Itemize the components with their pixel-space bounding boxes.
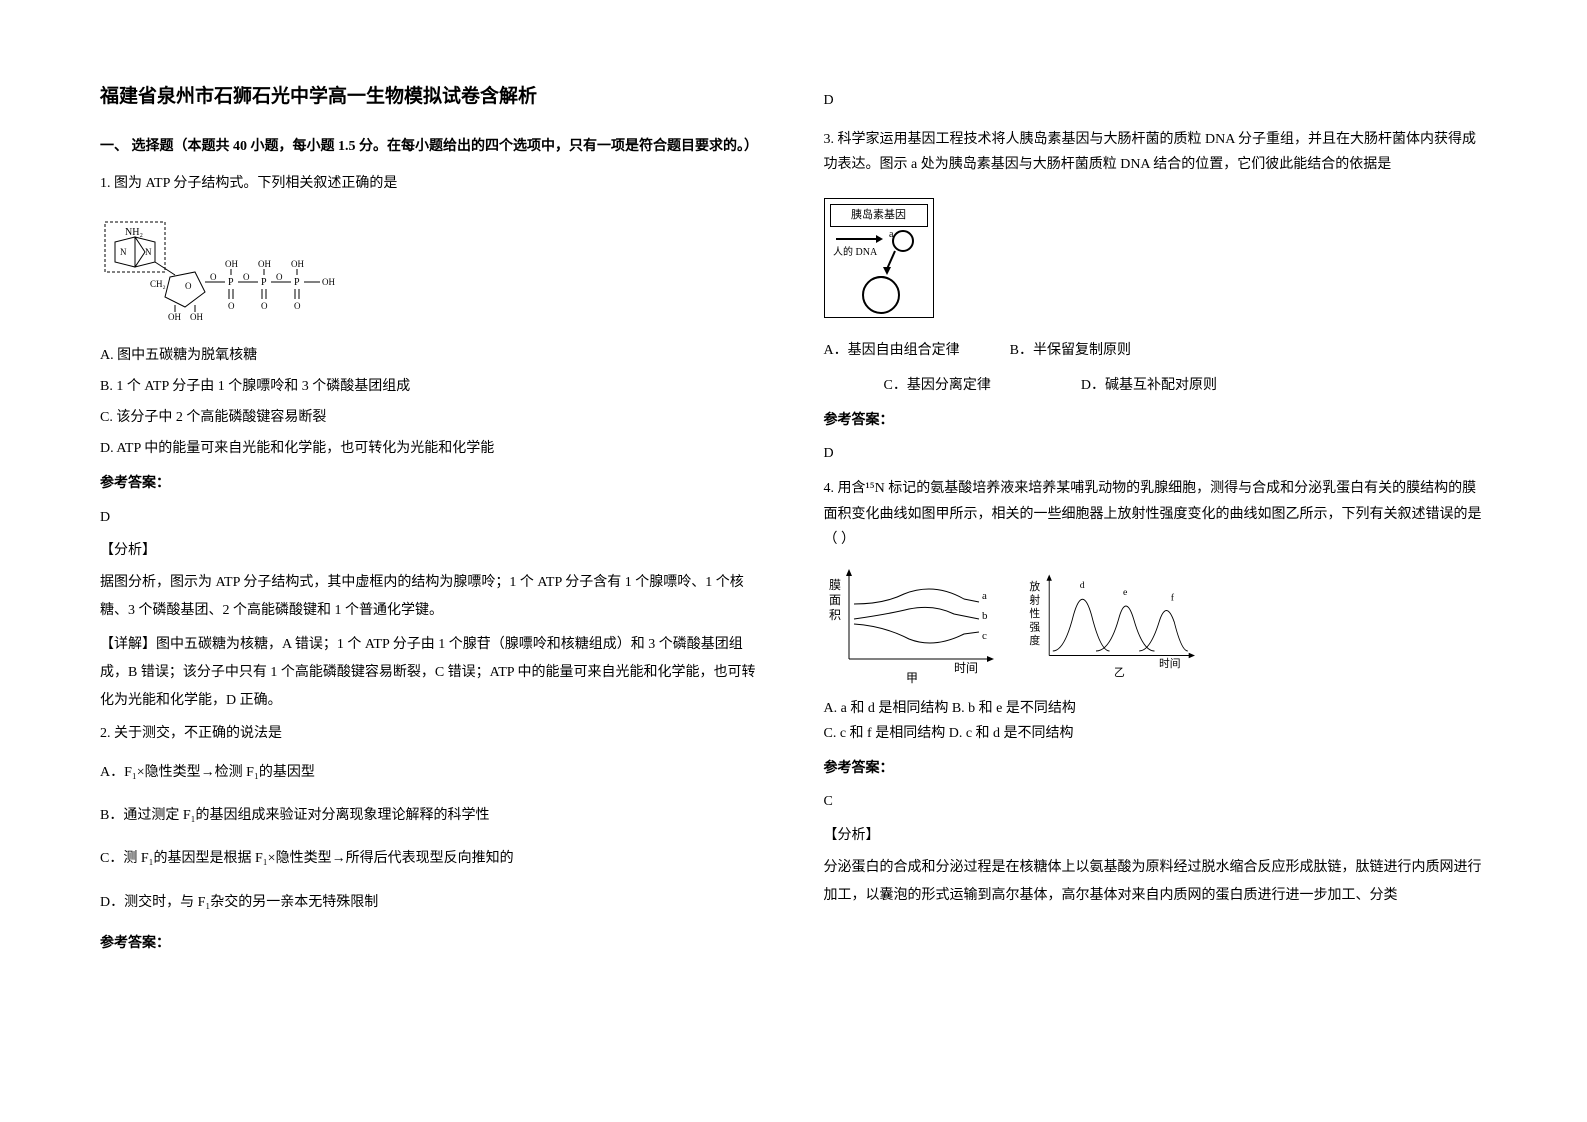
plasmid-label-2-svg: 人的 DNA — [833, 245, 878, 258]
q3-num: 3. — [824, 132, 838, 147]
q3-options-row2: C．基因分离定律 D．碱基互补配对原则 — [884, 373, 1488, 398]
question-2: 2. 关于测交，不正确的说法是 — [100, 721, 764, 746]
plasmid-label-1: 胰岛素基因 — [830, 204, 928, 228]
svg-text:O: O — [276, 272, 283, 282]
left-column: 福建省泉州市石狮石光中学高一生物模拟试卷含解析 一、 选择题（本题共 40 小题… — [100, 80, 764, 1082]
svg-text:NH₂: NH₂ — [125, 227, 143, 238]
svg-text:c: c — [982, 630, 987, 642]
q2-answer-label: 参考答案： — [100, 931, 764, 956]
svg-text:OH: OH — [168, 312, 181, 322]
q2-num: 2. — [100, 726, 114, 741]
q4-analysis-1: 分泌蛋白的合成和分泌过程是在核糖体上以氨基酸为原料经过脱水缩合反应形成肽链，肽链… — [824, 854, 1488, 910]
q3-option-b: B．半保留复制原则 — [1010, 338, 1131, 363]
q2-text: 关于测交，不正确的说法是 — [114, 726, 282, 741]
q4-option-b: B. b 和 e 是不同结构 — [952, 701, 1076, 716]
atp-structure-figure: NH₂ N N CH₂ O OH OH O P OH O — [100, 217, 360, 327]
svg-text:P: P — [294, 277, 300, 288]
q1-answer: D — [100, 505, 764, 530]
q3-option-c: C．基因分离定律 — [884, 373, 991, 398]
svg-text:d: d — [1079, 580, 1084, 591]
svg-text:OH: OH — [190, 312, 203, 322]
q3-option-a: A．基因自由组合定律 — [824, 338, 960, 363]
svg-text:a: a — [982, 590, 987, 602]
section-1-heading: 一、 选择题（本题共 40 小题，每小题 1.5 分。在每小题给出的四个选项中，… — [100, 134, 764, 159]
svg-text:O: O — [210, 272, 217, 282]
svg-text:e: e — [1123, 587, 1128, 598]
svg-text:时间: 时间 — [954, 661, 978, 675]
svg-text:O: O — [261, 301, 268, 311]
svg-text:射: 射 — [1029, 593, 1040, 606]
q1-option-b: B. 1 个 ATP 分子由 1 个腺嘌呤和 3 个磷酸基团组成 — [100, 374, 764, 399]
q1-option-a: A. 图中五碳糖为脱氧核糖 — [100, 343, 764, 368]
q4-options-row2: C. c 和 f 是相同结构 D. c 和 d 是不同结构 — [824, 721, 1488, 746]
svg-text:O: O — [294, 301, 301, 311]
q4-option-d: D. c 和 d 是不同结构 — [949, 726, 1074, 741]
q4-text: 用含¹⁵N 标记的氨基酸培养液来培养某哺乳动物的乳腺细胞，测得与合成和分泌乳蛋白… — [824, 481, 1482, 546]
svg-text:OH: OH — [322, 277, 335, 287]
q4-analysis-label: 【分析】 — [824, 823, 1488, 848]
chart-yi: 放 射 性 强 度 d e f 时间 乙 — [1024, 564, 1204, 684]
svg-text:度: 度 — [1029, 634, 1040, 647]
page-title: 福建省泉州市石狮石光中学高一生物模拟试卷含解析 — [100, 80, 764, 114]
svg-text:OH: OH — [291, 259, 304, 269]
q1-analysis-1: 据图分析，图示为 ATP 分子结构式，其中虚框内的结构为腺嘌呤；1 个 ATP … — [100, 569, 764, 625]
q2-option-a: A．F₁×隐性类型→检测 F₁的基因型 — [100, 760, 764, 785]
right-column: D 3. 科学家运用基因工程技术将人胰岛素基因与大肠杆菌的质粒 DNA 分子重组… — [824, 80, 1488, 1082]
svg-text:面: 面 — [829, 593, 841, 607]
svg-text:O: O — [228, 301, 235, 311]
q4-answer: C — [824, 789, 1488, 814]
q1-analysis-2: 【详解】图中五碳糖为核糖，A 错误；1 个 ATP 分子由 1 个腺苷（腺嘌呤和… — [100, 631, 764, 715]
q1-text: 图为 ATP 分子结构式。下列相关叙述正确的是 — [114, 176, 397, 191]
question-3: 3. 科学家运用基因工程技术将人胰岛素基因与大肠杆菌的质粒 DNA 分子重组，并… — [824, 127, 1488, 177]
q3-text: 科学家运用基因工程技术将人胰岛素基因与大肠杆菌的质粒 DNA 分子重组，并且在大… — [824, 132, 1477, 172]
q1-analysis-label: 【分析】 — [100, 538, 764, 563]
q3-answer: D — [824, 441, 1488, 466]
svg-text:强: 强 — [1029, 621, 1040, 633]
q2-option-d: D．测交时，与 F₁杂交的另一亲本无特殊限制 — [100, 890, 764, 915]
svg-text:乙: 乙 — [1114, 667, 1125, 679]
svg-text:f: f — [1170, 592, 1174, 603]
svg-text:积: 积 — [829, 608, 841, 622]
q2-answer: D — [824, 88, 1488, 113]
q4-options-row1: A. a 和 d 是相同结构 B. b 和 e 是不同结构 — [824, 696, 1488, 721]
question-4: 4. 用含¹⁵N 标记的氨基酸培养液来培养某哺乳动物的乳腺细胞，测得与合成和分泌… — [824, 476, 1488, 552]
chart-jia: 膜 面 积 a b c 时间 甲 — [824, 564, 1004, 684]
q4-answer-label: 参考答案： — [824, 756, 1488, 781]
q4-charts: 膜 面 积 a b c 时间 甲 放 射 性 强 度 — [824, 564, 1488, 684]
q1-option-c: C. 该分子中 2 个高能磷酸键容易断裂 — [100, 405, 764, 430]
plasmid-figure: 胰岛素基因 a 人的 DNA — [824, 198, 934, 318]
q4-option-a: A. a 和 d 是相同结构 — [824, 701, 949, 716]
question-1: 1. 图为 ATP 分子结构式。下列相关叙述正确的是 — [100, 171, 764, 196]
svg-text:OH: OH — [258, 259, 271, 269]
svg-text:P: P — [228, 277, 234, 288]
q4-num: 4. — [824, 481, 838, 496]
q3-answer-label: 参考答案： — [824, 408, 1488, 433]
q4-option-c: C. c 和 f 是相同结构 — [824, 726, 946, 741]
svg-text:N: N — [120, 247, 127, 257]
q3-options-row1: A．基因自由组合定律 B．半保留复制原则 — [824, 338, 1488, 363]
q2-option-b: B．通过测定 F₁的基因组成来验证对分离现象理论解释的科学性 — [100, 803, 764, 828]
svg-text:CH₂: CH₂ — [150, 279, 166, 289]
q2-option-c: C．测 F₁的基因型是根据 F₁×隐性类型→所得后代表现型反向推知的 — [100, 846, 764, 871]
svg-text:放: 放 — [1029, 580, 1040, 593]
q1-answer-label: 参考答案： — [100, 471, 764, 496]
svg-text:O: O — [243, 272, 250, 282]
svg-text:O: O — [185, 281, 192, 291]
svg-text:膜: 膜 — [829, 578, 841, 592]
svg-text:时间: 时间 — [1159, 657, 1181, 670]
svg-text:P: P — [261, 277, 267, 288]
svg-text:甲: 甲 — [906, 671, 918, 684]
svg-text:性: 性 — [1029, 607, 1040, 620]
svg-text:N: N — [145, 247, 152, 257]
q3-option-d: D．碱基互补配对原则 — [1081, 373, 1217, 398]
q1-option-d: D. ATP 中的能量可来自光能和化学能，也可转化为光能和化学能 — [100, 436, 764, 461]
q1-num: 1. — [100, 176, 114, 191]
svg-text:b: b — [982, 610, 988, 622]
svg-text:OH: OH — [225, 259, 238, 269]
